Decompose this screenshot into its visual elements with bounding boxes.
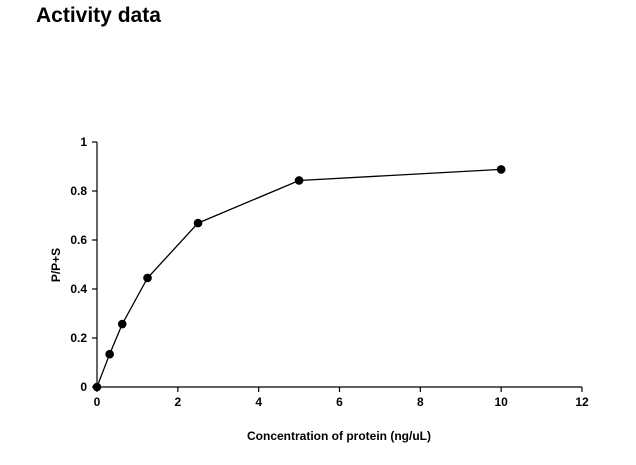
y-tick-label: 0: [80, 380, 87, 394]
data-point: [105, 349, 114, 359]
x-tick-label: 4: [255, 395, 262, 409]
y-tick-label: 0.8: [70, 184, 87, 198]
x-tick-label: 10: [494, 395, 508, 409]
y-tick-label: 0.6: [70, 233, 87, 247]
x-tick-label: 12: [575, 395, 589, 409]
data-point: [92, 382, 102, 392]
x-tick-label: 6: [336, 395, 343, 409]
x-tick-label: 8: [417, 395, 424, 409]
x-tick-label: 0: [94, 395, 101, 409]
data-point: [117, 319, 127, 329]
x-tick-label: 2: [174, 395, 181, 409]
page-title: Activity data: [36, 4, 161, 27]
data-point: [193, 218, 203, 228]
x-axis-title: Concentration of protein (ng/uL): [247, 429, 431, 443]
y-tick-label: 0.2: [70, 331, 87, 345]
data-point: [496, 165, 506, 174]
y-axis-title: P/P+S: [49, 248, 63, 282]
data-point: [143, 273, 152, 283]
x-ticks: 0 2 4 6 8 10 12: [94, 387, 589, 409]
plot-series: [92, 165, 506, 392]
series-line: [96, 168, 502, 388]
y-tick-label: 0.4: [70, 282, 87, 296]
data-point: [294, 176, 304, 185]
y-ticks: 0 0.2 0.4 0.6 0.8 1: [70, 135, 97, 394]
y-tick-label: 1: [80, 135, 87, 149]
